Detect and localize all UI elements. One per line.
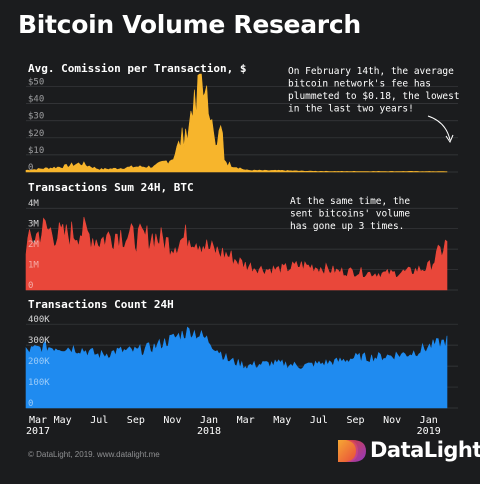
x-tick-label: Sep <box>346 415 364 426</box>
x-tick-label: Jan <box>420 415 438 426</box>
x-tick-label: Mar <box>237 415 255 426</box>
y-tick-label: $50 <box>28 78 44 88</box>
x-tick-year: 2019 <box>417 426 441 437</box>
y-tick-label: 3M <box>28 220 39 230</box>
y-tick-label-overlay: $10 <box>28 146 44 156</box>
x-tick-label: Mar <box>29 415 47 426</box>
y-tick-label-overlay: 2M <box>28 240 39 250</box>
annotation-line: At the same time, the <box>290 196 410 207</box>
y-tick-label-overlay: $40 <box>28 95 44 105</box>
x-tick-label: Nov <box>383 415 401 426</box>
copyright-text: © DataLight, 2019. www.datalight.me <box>28 450 160 459</box>
y-tick-label-overlay: 1M <box>28 261 39 271</box>
panel-title: Avg. Comission per Transaction, $ <box>28 62 247 75</box>
x-tick-label: Jan <box>200 415 218 426</box>
y-tick-label: $20 <box>28 129 44 139</box>
y-tick-label-overlay: 3M <box>28 220 39 230</box>
annotation-line: On February 14th, the average <box>288 66 454 77</box>
y-tick-label-overlay: $30 <box>28 112 44 122</box>
page-title: Bitcoin Volume Research <box>18 10 361 39</box>
x-tick-label: Jul <box>90 415 108 426</box>
x-tick-label: Jul <box>310 415 328 426</box>
x-tick-label: Nov <box>163 415 181 426</box>
y-tick-label: 400K <box>28 315 50 325</box>
annotation-line: sent bitcoins' volume <box>290 209 410 220</box>
annotation-arrow <box>427 115 451 141</box>
datalight-logo-icon <box>338 440 366 462</box>
series-area <box>25 326 448 409</box>
y-tick-label: 4M <box>28 199 39 209</box>
y-tick-label: $10 <box>28 146 44 156</box>
annotation-line: in the last two years! <box>288 104 414 115</box>
y-tick-label-overlay: 0 <box>28 281 33 291</box>
annotation-line: has gone up 3 times. <box>290 221 404 232</box>
x-tick-year: 2018 <box>197 426 221 437</box>
x-tick-label: May <box>273 415 291 426</box>
annotation-line: plummeted to $0.18, the lowest <box>288 91 460 102</box>
y-tick-label-overlay: 200K <box>28 357 50 367</box>
y-tick-label-overlay: 0 <box>28 399 33 409</box>
annotation-line: bitcoin network's fee has <box>288 79 431 90</box>
y-tick-label-overlay: 0 <box>28 163 33 173</box>
series-area <box>25 73 448 173</box>
y-tick-label: $40 <box>28 95 44 105</box>
y-tick-label: $30 <box>28 112 44 122</box>
x-tick-year: 2017 <box>26 426 50 437</box>
y-tick-label-overlay: 4M <box>28 199 39 209</box>
y-tick-label-overlay: 300K <box>28 336 50 346</box>
y-tick-label-overlay: 400K <box>28 315 50 325</box>
panel-title: Transactions Sum 24H, BTC <box>28 181 194 194</box>
panel-title: Transactions Count 24H <box>28 298 174 311</box>
y-tick-label: 0 <box>28 163 33 173</box>
y-tick-label-overlay: $50 <box>28 78 44 88</box>
y-tick-label-overlay: $20 <box>28 129 44 139</box>
y-tick-label-overlay: 100K <box>28 378 50 388</box>
x-tick-label: Sep <box>127 415 145 426</box>
y-tick-label: 300K <box>28 336 50 346</box>
brand-name: DataLight <box>370 438 480 462</box>
annotation-arrowhead <box>445 134 454 144</box>
x-tick-label: May <box>54 415 72 426</box>
series-area <box>25 216 448 291</box>
